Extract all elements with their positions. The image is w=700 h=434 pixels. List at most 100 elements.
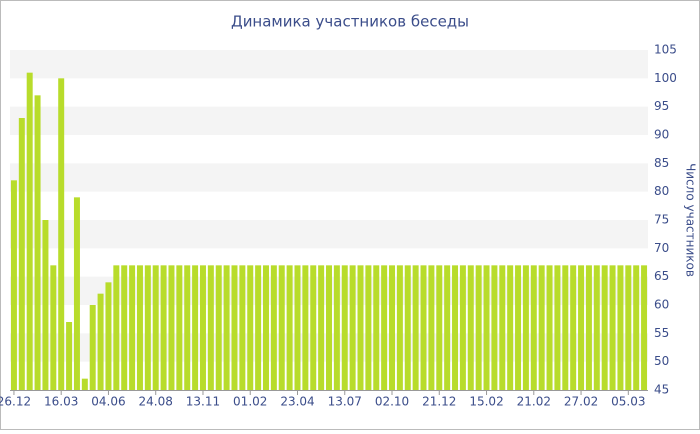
y-tick-label: 95 — [654, 99, 669, 113]
bar — [467, 265, 474, 390]
bar — [412, 265, 419, 390]
y-tick-label: 50 — [654, 354, 669, 368]
bar — [18, 118, 25, 390]
bar — [562, 265, 569, 390]
bar — [294, 265, 301, 390]
x-tick-label: 13.11 — [186, 395, 220, 409]
bar — [491, 265, 498, 390]
bar — [73, 197, 80, 390]
bar — [585, 265, 592, 390]
bar — [381, 265, 388, 390]
bar — [515, 265, 522, 390]
bar — [389, 265, 396, 390]
y-tick-label: 85 — [654, 156, 669, 170]
y-tick-label: 60 — [654, 298, 669, 312]
bar — [570, 265, 577, 390]
x-tick-label: 04.06 — [91, 395, 125, 409]
x-tick-label: 21.12 — [422, 395, 456, 409]
bar — [26, 72, 33, 391]
chart-title: Динамика участников беседы — [231, 13, 469, 31]
bar — [278, 265, 285, 390]
bar — [223, 265, 230, 390]
x-tick-label: 05.03 — [611, 395, 645, 409]
bar — [436, 265, 443, 390]
bar — [365, 265, 372, 390]
bar — [302, 265, 309, 390]
bar — [152, 265, 159, 390]
bar — [349, 265, 356, 390]
grid-band — [10, 163, 648, 192]
bar — [255, 265, 262, 390]
bar — [215, 265, 222, 390]
x-tick-label: 13.07 — [328, 395, 362, 409]
bar — [50, 265, 57, 390]
y-axis-label: Число участников — [684, 163, 698, 277]
bar — [168, 265, 175, 390]
grid-band — [10, 220, 648, 249]
bar — [66, 322, 73, 390]
bar — [105, 282, 112, 390]
y-tick-label: 65 — [654, 269, 669, 283]
bar — [333, 265, 340, 390]
bar — [262, 265, 269, 390]
y-tick-label: 100 — [654, 71, 677, 85]
y-tick-label: 80 — [654, 184, 669, 198]
x-tick-label: 15.02 — [469, 395, 503, 409]
bar — [546, 265, 553, 390]
bar — [184, 265, 191, 390]
bar — [396, 265, 403, 390]
bar — [373, 265, 380, 390]
bar — [459, 265, 466, 390]
grid-band — [10, 50, 648, 79]
bar — [593, 265, 600, 390]
bar — [530, 265, 537, 390]
bar — [578, 265, 585, 390]
x-tick-label: 23.04 — [280, 395, 314, 409]
bar — [452, 265, 459, 390]
bar — [42, 220, 49, 390]
bar — [633, 265, 640, 390]
bar — [231, 265, 238, 390]
bar — [522, 265, 529, 390]
bar — [286, 265, 293, 390]
bar — [160, 265, 167, 390]
bar — [404, 265, 411, 390]
bar — [129, 265, 136, 390]
bar — [483, 265, 490, 390]
bar — [609, 265, 616, 390]
bar — [554, 265, 561, 390]
bar — [318, 265, 325, 390]
bar — [136, 265, 143, 390]
bar — [113, 265, 120, 390]
bar — [58, 78, 65, 390]
x-tick-label: 02.10 — [375, 395, 409, 409]
y-tick-label: 105 — [654, 43, 677, 57]
bar — [192, 265, 199, 390]
y-tick-label: 70 — [654, 241, 669, 255]
bar — [121, 265, 128, 390]
x-tick-label: 27.02 — [564, 395, 598, 409]
bar — [475, 265, 482, 390]
bar — [176, 265, 183, 390]
x-tick-label: 24.08 — [139, 395, 173, 409]
bar — [625, 265, 632, 390]
bar — [507, 265, 514, 390]
bar — [310, 265, 317, 390]
bar — [499, 265, 506, 390]
x-tick-label: 21.02 — [517, 395, 551, 409]
x-tick-label: 16.03 — [44, 395, 78, 409]
y-tick-label: 90 — [654, 128, 669, 142]
y-tick-label: 75 — [654, 213, 669, 227]
bar — [270, 265, 277, 390]
bar — [144, 265, 151, 390]
x-tick-label: 26.12 — [0, 395, 31, 409]
grid-band — [10, 106, 648, 135]
bar — [199, 265, 206, 390]
bar — [601, 265, 608, 390]
bar — [34, 95, 41, 390]
bar — [444, 265, 451, 390]
bar — [341, 265, 348, 390]
bar — [420, 265, 427, 390]
bar — [326, 265, 332, 390]
